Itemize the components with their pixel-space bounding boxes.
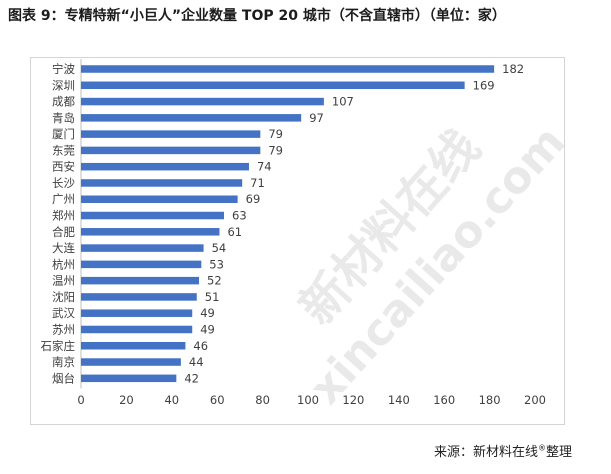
bar	[81, 81, 465, 90]
category-label: 长沙	[52, 176, 75, 190]
bar	[81, 309, 193, 317]
data-label: 42	[184, 371, 199, 385]
data-label: 49	[200, 322, 215, 336]
category-label: 宁波	[52, 62, 75, 76]
category-label: 大连	[52, 241, 75, 255]
category-label: 成都	[52, 95, 75, 109]
x-tick-label: 80	[255, 393, 270, 407]
x-tick-label: 200	[524, 393, 546, 407]
x-tick-label: 20	[119, 393, 134, 407]
category-label: 西安	[52, 160, 75, 174]
data-label: 169	[473, 78, 495, 92]
category-label: 青岛	[52, 111, 75, 125]
bar	[81, 374, 177, 383]
bar	[81, 179, 243, 187]
category-label: 东莞	[52, 143, 75, 157]
category-label: 杭州	[52, 257, 75, 271]
bar	[81, 97, 324, 106]
data-label: 69	[246, 192, 261, 206]
bar	[81, 276, 200, 285]
bar	[81, 162, 249, 171]
source-text: 来源：新材料在线	[434, 445, 539, 460]
bar	[81, 146, 261, 155]
bar	[81, 244, 204, 252]
data-label: 53	[209, 257, 224, 271]
data-label: 107	[332, 95, 354, 109]
x-tick-label: 180	[479, 393, 501, 407]
category-label: 广州	[52, 192, 75, 206]
x-tick-label: 60	[210, 393, 225, 407]
data-label: 46	[193, 339, 208, 353]
x-tick-label: 140	[388, 393, 410, 407]
data-label: 63	[232, 209, 247, 223]
bar	[81, 130, 261, 138]
data-label: 54	[212, 241, 227, 255]
bar	[81, 293, 197, 301]
category-label: 厦门	[52, 127, 75, 141]
bar	[81, 260, 202, 269]
category-label: 武汉	[52, 306, 75, 320]
category-label: 南京	[52, 355, 75, 369]
x-tick-label: 0	[77, 393, 84, 407]
category-label: 苏州	[52, 322, 75, 336]
category-label: 合肥	[52, 225, 75, 239]
chart-title: 图表 9：专精特新“小巨人”企业数量 TOP 20 城市（不含直辖市）（单位：家…	[8, 8, 506, 24]
data-label: 51	[205, 290, 220, 304]
data-label: 71	[250, 176, 265, 190]
bar	[81, 325, 193, 334]
bar	[81, 228, 220, 236]
data-label: 79	[268, 127, 283, 141]
bar	[81, 195, 238, 203]
x-tick-label: 160	[433, 393, 455, 407]
registered-mark: ®	[538, 443, 547, 453]
bar	[81, 342, 186, 350]
source-suffix: 整理	[546, 445, 573, 460]
data-label: 79	[268, 143, 283, 157]
x-tick-label: 120	[342, 393, 364, 407]
data-label: 49	[200, 306, 215, 320]
data-label: 61	[227, 225, 242, 239]
category-label: 烟台	[52, 371, 75, 385]
data-label: 182	[502, 62, 524, 76]
category-label: 石家庄	[41, 339, 76, 353]
data-label: 52	[207, 274, 222, 288]
bar	[81, 65, 495, 73]
category-label: 温州	[52, 274, 75, 288]
data-label: 97	[309, 111, 324, 125]
bar	[81, 114, 302, 122]
data-label: 44	[189, 355, 204, 369]
data-label: 74	[257, 160, 272, 174]
bar	[81, 358, 181, 366]
x-tick-label: 40	[164, 393, 179, 407]
bar	[81, 211, 225, 220]
category-label: 深圳	[52, 78, 75, 92]
source-note: 来源：新材料在线®整理	[434, 441, 604, 460]
category-label: 沈阳	[52, 290, 75, 304]
x-tick-label: 100	[297, 393, 319, 407]
category-label: 郑州	[52, 209, 75, 223]
